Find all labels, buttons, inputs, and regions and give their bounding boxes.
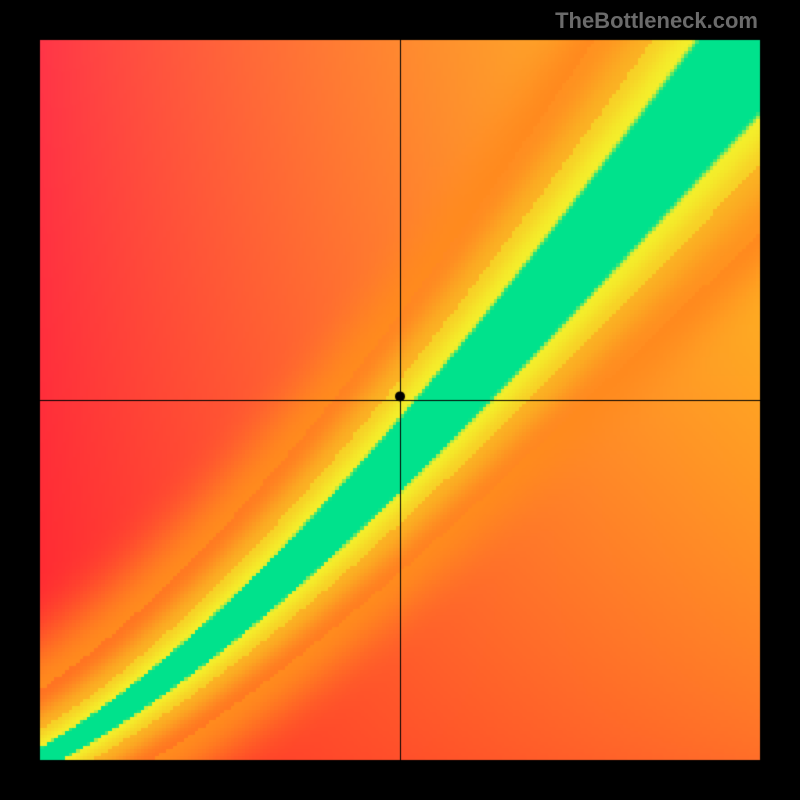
watermark-text: TheBottleneck.com <box>555 8 758 34</box>
chart-container: TheBottleneck.com <box>0 0 800 800</box>
bottleneck-heatmap <box>0 0 800 800</box>
